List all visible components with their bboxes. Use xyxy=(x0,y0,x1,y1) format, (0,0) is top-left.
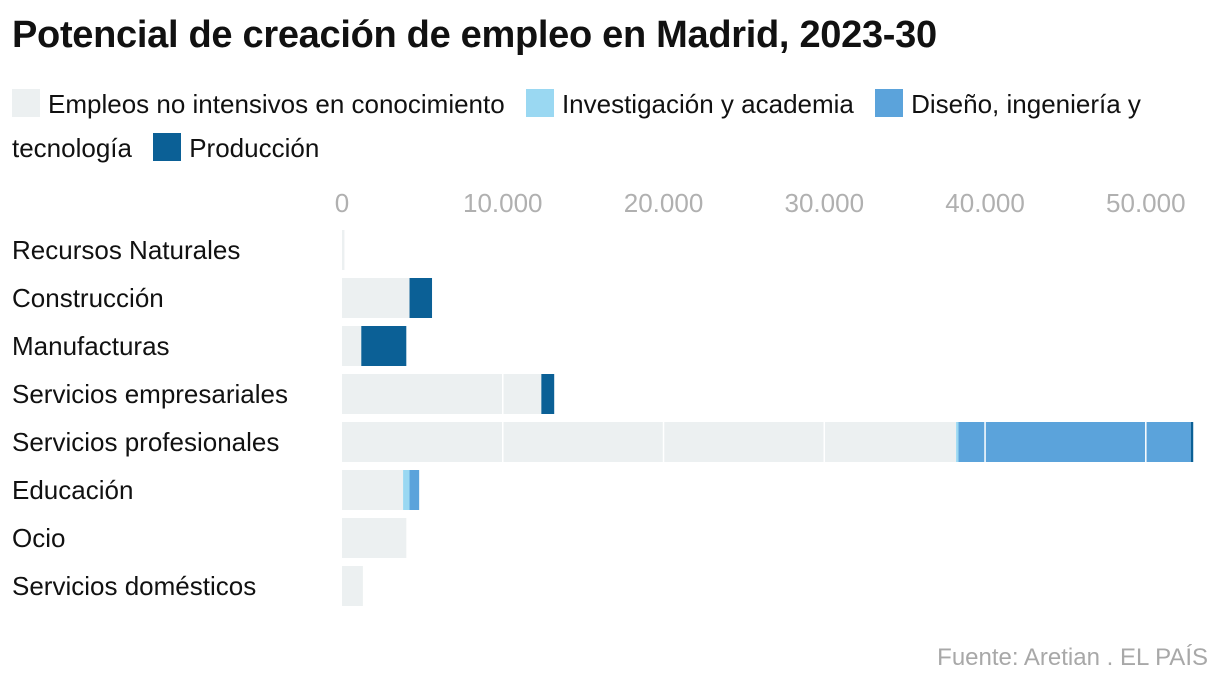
category-label: Manufacturas xyxy=(12,331,170,361)
legend-label: Producción xyxy=(189,133,320,163)
x-tick-label: 0 xyxy=(335,188,349,218)
bar-segment xyxy=(403,470,410,510)
x-tick-label: 40.000 xyxy=(945,188,1025,218)
legend-item-investigacion: Investigación y academia xyxy=(525,89,854,119)
bar-segment xyxy=(342,326,362,366)
bar-segment xyxy=(342,518,407,558)
bar-segment xyxy=(956,422,959,462)
x-tick-label: 20.000 xyxy=(624,188,704,218)
bar-segment xyxy=(342,374,542,414)
legend-label: Diseño, ingeniería y tecnología xyxy=(12,89,1141,163)
category-label: Recursos Naturales xyxy=(12,235,240,265)
category-label: Servicios profesionales xyxy=(12,427,279,457)
source-note: Fuente: Aretian . EL PAÍS xyxy=(937,644,1208,671)
legend-label: Investigación y academia xyxy=(561,89,854,119)
category-label: Ocio xyxy=(12,523,65,553)
legend: Empleos no intensivos en conocimiento In… xyxy=(12,82,1202,170)
bar-segment xyxy=(342,470,404,510)
bar-segment xyxy=(1190,422,1194,462)
legend-item-no-intensivos: Empleos no intensivos en conocimiento xyxy=(12,89,505,119)
bar-segment xyxy=(342,422,957,462)
bar-segment xyxy=(342,230,345,270)
legend-label: Empleos no intensivos en conocimiento xyxy=(48,89,505,119)
bar-segment xyxy=(541,374,555,414)
bar-segment xyxy=(409,470,420,510)
bar-segment xyxy=(958,422,1191,462)
x-tick-label: 10.000 xyxy=(463,188,543,218)
legend-swatch xyxy=(153,133,182,161)
category-label: Servicios empresariales xyxy=(12,379,288,409)
legend-swatch xyxy=(12,89,40,117)
x-tick-label: 50.000 xyxy=(1106,188,1186,218)
chart-title: Potencial de creación de empleo en Madri… xyxy=(12,14,937,56)
bar-segment xyxy=(342,566,363,606)
bar-segment xyxy=(361,326,407,366)
legend-swatch xyxy=(875,89,904,117)
category-label: Servicios domésticos xyxy=(12,571,256,601)
x-tick-label: 30.000 xyxy=(785,188,865,218)
legend-item-diseno: Diseño, ingeniería y tecnología xyxy=(12,89,1141,163)
legend-item-produccion: Producción xyxy=(153,133,319,163)
bar-segment xyxy=(409,278,433,318)
category-label: Educación xyxy=(12,475,133,505)
bar-segment xyxy=(342,278,410,318)
category-label: Construcción xyxy=(12,283,164,313)
legend-swatch xyxy=(525,89,554,117)
